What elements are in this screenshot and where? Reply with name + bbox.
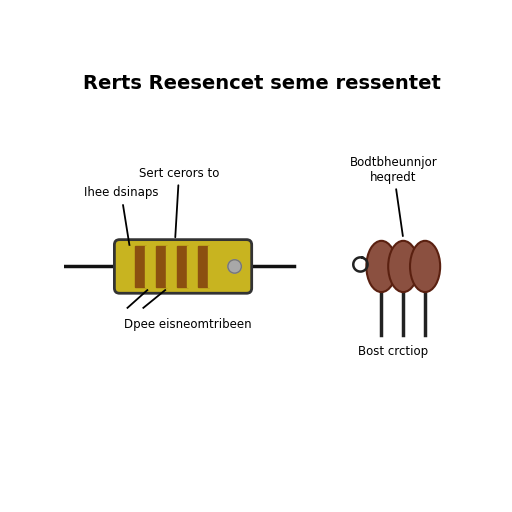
FancyBboxPatch shape xyxy=(114,240,252,293)
Text: Dpee eisneomtribeen: Dpee eisneomtribeen xyxy=(123,317,251,331)
Bar xyxy=(177,246,188,287)
Text: Bost crctiop: Bost crctiop xyxy=(358,345,429,358)
Bar xyxy=(156,246,167,287)
Bar xyxy=(166,246,177,287)
Ellipse shape xyxy=(388,241,418,292)
Bar xyxy=(124,246,135,287)
Text: Bodtbheunnjor
heqredt: Bodtbheunnjor heqredt xyxy=(350,156,437,236)
Text: Rerts Reesencet seme ressentet: Rerts Reesencet seme ressentet xyxy=(83,74,441,93)
Ellipse shape xyxy=(367,241,396,292)
Ellipse shape xyxy=(410,241,440,292)
Text: Ihee dsinaps: Ihee dsinaps xyxy=(84,186,158,255)
Bar xyxy=(187,246,198,287)
Bar xyxy=(145,246,156,287)
Text: Sert cerors to: Sert cerors to xyxy=(139,167,219,237)
Circle shape xyxy=(228,260,241,273)
Bar xyxy=(135,246,146,287)
Bar xyxy=(198,246,209,287)
Bar xyxy=(208,246,219,287)
